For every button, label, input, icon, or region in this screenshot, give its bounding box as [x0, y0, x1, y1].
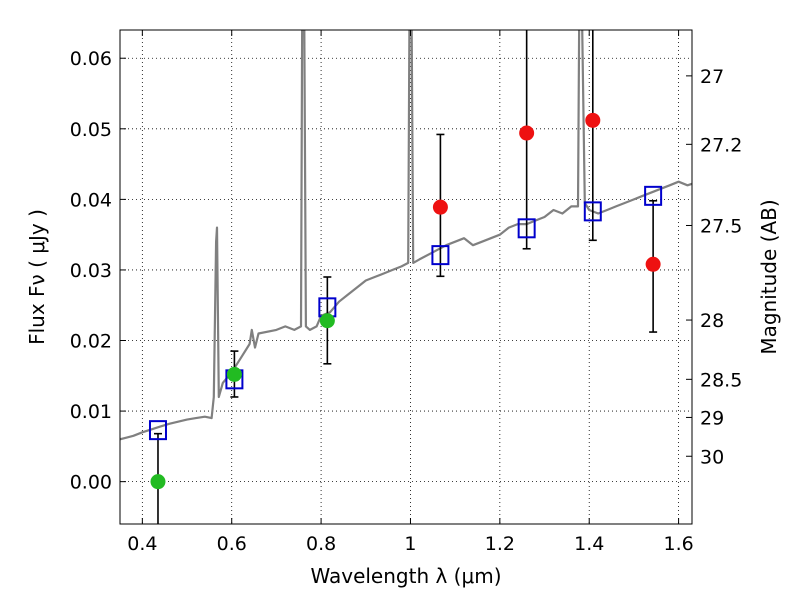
detected-point [150, 474, 166, 490]
detected-point [226, 366, 242, 382]
x-tick-label: 1 [404, 533, 416, 555]
plot-frame [119, 29, 693, 525]
model-photometry-point [517, 218, 536, 239]
undetected-point [432, 199, 448, 215]
y-tick-label: 0.06 [70, 48, 112, 70]
x-tick-label: 0.4 [127, 533, 157, 555]
model-photometry-point [431, 245, 450, 266]
x-axis-label: Wavelength λ (μm) [310, 564, 501, 588]
x-tick-label: 1.4 [574, 533, 604, 555]
y-axis-label: Flux Fν ( μJy ) [25, 209, 49, 345]
y2-axis-label: Magnitude (AB) [757, 199, 781, 354]
grid-lines [120, 30, 692, 524]
y2-tick-label: 27.2 [700, 134, 742, 156]
y2-tick-label: 30 [700, 446, 724, 468]
y2-tick-label: 27 [700, 66, 724, 88]
undetected-point [519, 125, 535, 141]
y2-tick-label: 28 [700, 310, 724, 332]
x-tick-label: 1.6 [663, 533, 693, 555]
model-photometry-point [644, 185, 663, 206]
y-tick-label: 0.00 [70, 472, 112, 494]
x-tick-label: 0.6 [217, 533, 247, 555]
undetected-point [585, 112, 601, 128]
y-tick-label: 0.01 [70, 401, 112, 423]
y-tick-label: 0.02 [70, 331, 112, 353]
undetected-point [645, 256, 661, 272]
model-spectrum-line [120, 30, 692, 441]
x-tick-label: 0.8 [306, 533, 336, 555]
y2-tick-label: 29 [700, 407, 724, 429]
model-photometry-point [148, 420, 167, 441]
y2-tick-label: 28.5 [700, 369, 742, 391]
y2-tick-label: 27.5 [700, 215, 742, 237]
model-photometry-point [583, 201, 602, 222]
y-tick-label: 0.03 [70, 260, 112, 282]
detected-point [319, 313, 335, 329]
y-tick-label: 0.04 [70, 189, 112, 211]
series-layer [120, 30, 692, 524]
axes-layer: 0.4 0.6 0.8 1 1.2 1.4 1.6 0.00 0.01 0.02 0.03 0.04 0… [70, 30, 742, 555]
x-tick-label: 1.2 [485, 533, 515, 555]
y-tick-label: 0.05 [70, 119, 112, 141]
